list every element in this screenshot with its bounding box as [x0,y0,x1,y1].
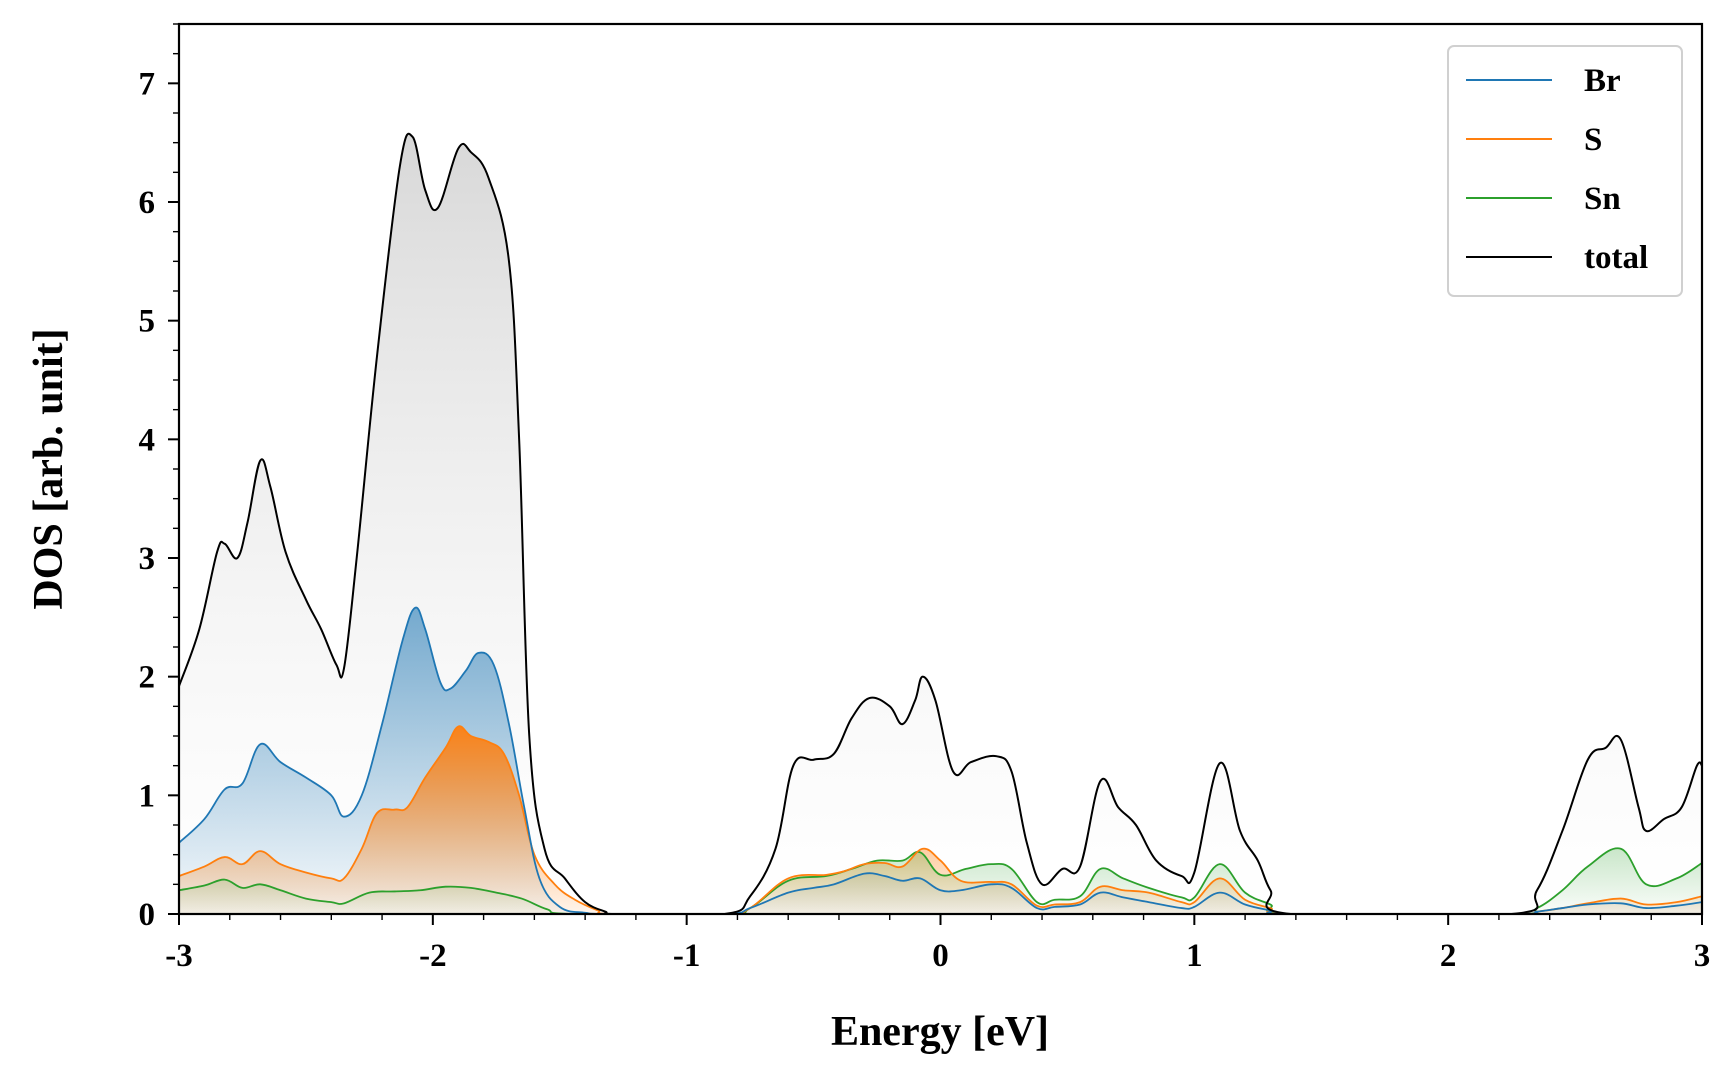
x-axis-label: Energy [eV] [831,1009,1049,1055]
x-tick-label: 2 [1440,938,1457,974]
x-tick-label: -3 [165,938,193,974]
y-tick-label: 7 [139,66,156,102]
legend-label-s: S [1584,122,1602,158]
y-axis-label: DOS [arb. unit] [26,328,72,609]
legend-label-sn: Sn [1584,181,1621,217]
legend-label-br: Br [1584,63,1621,99]
x-tick-label: 3 [1694,938,1711,974]
y-tick-label: 6 [139,185,156,221]
plot-frame [177,22,1704,916]
x-tick-label: 0 [932,938,949,974]
y-tick-label: 4 [139,422,156,458]
legend: Br S Sn total [1447,45,1683,297]
y-tick-label: 0 [139,897,156,933]
y-tick-label: 2 [139,660,156,696]
legend-box [1447,45,1683,297]
x-tick-label: -1 [673,938,701,974]
y-tick-label: 1 [139,778,156,814]
x-tick-label: -2 [419,938,447,974]
legend-label-total: total [1584,240,1648,276]
y-tick-label: 5 [139,304,156,340]
y-tick-label: 3 [139,541,156,577]
tick-labels: -3 -2 -1 0 1 2 3 0 1 2 3 4 5 6 7 [139,66,1711,974]
area-sn [179,848,1702,914]
area-fills [179,133,1702,914]
x-tick-label: 1 [1186,938,1203,974]
